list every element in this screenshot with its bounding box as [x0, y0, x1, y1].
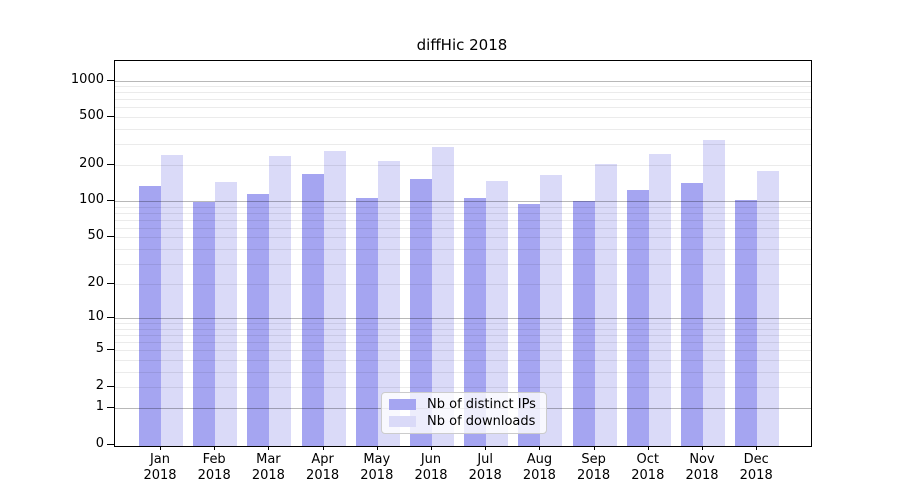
x-tick-may [376, 445, 378, 450]
legend-swatch-downloads [389, 415, 416, 427]
bar-nb-of-downloads-mar [269, 155, 292, 446]
y-tick-label-0: 0 [95, 435, 104, 451]
y-tick-label-50: 50 [87, 228, 104, 244]
legend-swatch-distinct-ips [389, 399, 416, 411]
y-tick-20 [107, 283, 114, 285]
bar-nb-of-distinct-ips-mar [247, 193, 270, 446]
x-tick-label-jun: Jun 2018 [414, 452, 448, 483]
bar-nb-of-downloads-apr [323, 151, 346, 446]
bar-nb-of-distinct-ips-sep [572, 201, 595, 446]
y-tick-label-2: 2 [95, 377, 104, 393]
x-tick-jun [431, 445, 432, 450]
x-tick-feb [214, 445, 216, 450]
bar-nb-of-downloads-feb [215, 181, 238, 446]
x-tick-aug [539, 445, 541, 450]
bar-nb-of-distinct-ips-jul [464, 197, 487, 446]
y-tick-label-100: 100 [79, 192, 104, 208]
y-tick-label-1: 1 [95, 399, 104, 414]
x-tick-jul [485, 445, 487, 450]
y-tick-label-500: 500 [79, 107, 104, 123]
bar-nb-of-distinct-ips-jan [139, 185, 161, 446]
y-tick-200 [107, 164, 114, 166]
x-tick-label-oct: Oct 2018 [631, 452, 665, 483]
x-tick-mar [268, 445, 270, 450]
x-tick-label-may: May 2018 [360, 452, 394, 483]
legend-item-downloads: Nb of downloads [389, 414, 539, 429]
y-tick-0 [107, 443, 114, 445]
bar-nb-of-downloads-sep [594, 163, 617, 446]
x-tick-oct [647, 445, 649, 450]
bar-nb-of-distinct-ips-may [355, 197, 378, 446]
y-tick-10 [107, 317, 114, 319]
y-tick-100 [107, 200, 114, 202]
chart-title: diffHic 2018 [416, 36, 508, 54]
bar-nb-of-downloads-jan [161, 155, 183, 446]
y-tick-label-5: 5 [95, 341, 104, 357]
bar-nb-of-downloads-aug [540, 175, 563, 446]
bar-nb-of-downloads-oct [648, 153, 671, 446]
legend: Nb of distinct IPs Nb of downloads [381, 392, 547, 434]
x-tick-label-feb: Feb 2018 [197, 452, 231, 483]
bars-layer [115, 61, 811, 446]
x-tick-label-dec: Dec 2018 [739, 452, 773, 483]
x-tick-label-apr: Apr 2018 [306, 452, 340, 483]
x-tick-apr [322, 445, 324, 450]
y-tick-label-20: 20 [87, 275, 104, 291]
y-tick-50 [107, 236, 114, 238]
x-tick-label-jan: Jan 2018 [143, 452, 177, 483]
bar-nb-of-distinct-ips-oct [626, 189, 649, 446]
bar-nb-of-distinct-ips-feb [193, 202, 216, 446]
bar-nb-of-downloads-jul [486, 181, 509, 446]
y-tick-label-200: 200 [79, 156, 104, 172]
bar-nb-of-distinct-ips-aug [518, 203, 541, 446]
x-tick-label-mar: Mar 2018 [251, 452, 285, 483]
bar-nb-of-distinct-ips-dec [735, 200, 758, 446]
x-tick-label-sep: Sep 2018 [577, 452, 611, 483]
x-tick-label-jul: Jul 2018 [468, 452, 502, 483]
y-tick-2 [107, 385, 114, 387]
x-tick-label-aug: Aug 2018 [522, 452, 556, 483]
y-tick-5 [107, 349, 114, 351]
bar-nb-of-downloads-jun [432, 147, 454, 446]
y-tick-1000 [107, 79, 114, 81]
bar-nb-of-distinct-ips-nov [681, 182, 703, 446]
x-tick-sep [593, 445, 595, 450]
legend-label-distinct-ips: Nb of distinct IPs [427, 397, 536, 413]
y-tick-label-1000: 1000 [70, 71, 104, 87]
x-tick-dec [756, 445, 758, 450]
bar-nb-of-downloads-dec [757, 171, 780, 446]
bar-nb-of-downloads-may [377, 160, 400, 446]
x-tick-jan [160, 445, 161, 450]
legend-label-downloads: Nb of downloads [427, 413, 536, 429]
bar-nb-of-downloads-nov [703, 139, 725, 446]
bar-nb-of-distinct-ips-apr [301, 173, 324, 446]
plot-area: Nb of distinct IPs Nb of downloads [114, 60, 812, 447]
x-tick-label-nov: Nov 2018 [685, 452, 719, 483]
y-tick-1 [107, 407, 114, 408]
y-tick-500 [107, 115, 114, 117]
legend-item-distinct-ips: Nb of distinct IPs [389, 397, 539, 412]
bar-nb-of-distinct-ips-jun [410, 179, 432, 446]
x-tick-nov [702, 445, 703, 450]
y-tick-label-10: 10 [87, 309, 104, 325]
